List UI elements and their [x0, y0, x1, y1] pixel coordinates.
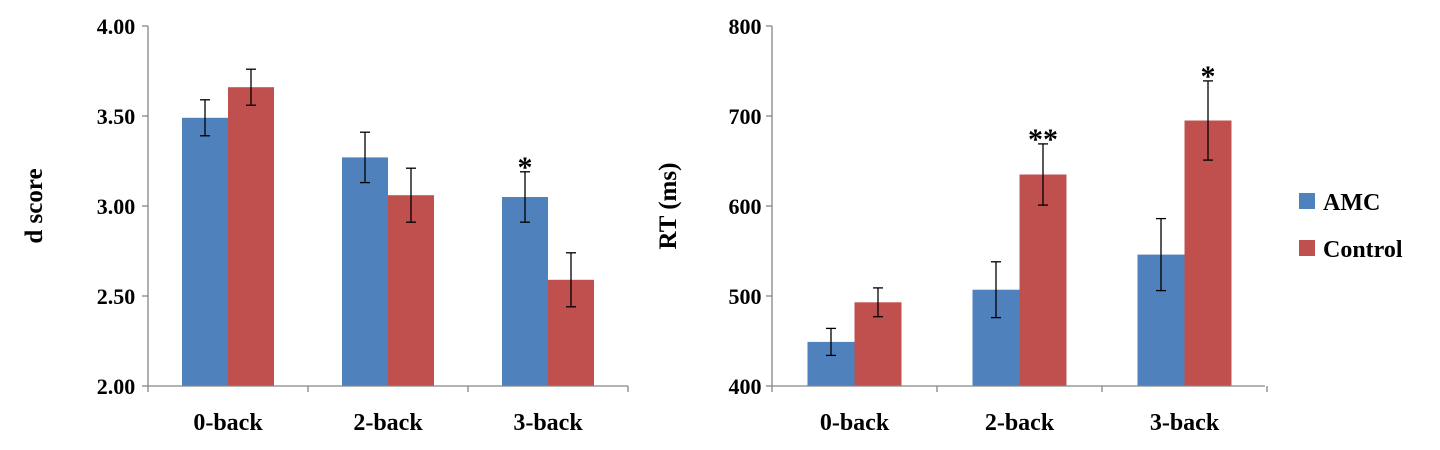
legend-swatch-amc [1299, 193, 1315, 209]
legend-swatch-control [1299, 240, 1315, 256]
bar-control-0-back [228, 87, 274, 386]
d-score-chart: * 2.00 2.50 3.00 3.50 4.00 0-back 2-back 3-back d… [21, 14, 629, 436]
y-tick-label: 3.00 [97, 194, 136, 219]
bar-amc-2-back [342, 157, 388, 386]
y-tick-label: 700 [729, 104, 762, 129]
bar-control-3-back [1184, 120, 1232, 386]
x-tick-label: 2-back [353, 410, 423, 436]
legend: AMC Control [1299, 190, 1403, 263]
y-tick-label: 800 [729, 14, 762, 39]
y-tick-label: 4.00 [97, 14, 136, 39]
significance-marker: ** [1028, 123, 1058, 156]
x-tick-label: 3-back [1150, 410, 1220, 436]
significance-marker: * [518, 151, 533, 184]
significance-marker: * [1201, 60, 1216, 93]
y-tick-label: 600 [729, 194, 762, 219]
legend-label-control: Control [1323, 237, 1403, 263]
x-tick-label: 0-back [820, 410, 890, 436]
y-tick-label: 400 [729, 374, 762, 399]
x-tick-label: 0-back [193, 410, 263, 436]
y-tick-label: 3.50 [97, 104, 136, 129]
bar-control-2-back [1019, 174, 1067, 386]
y-tick-label: 500 [729, 284, 762, 309]
bar-control-2-back [388, 195, 434, 386]
legend-label-amc: AMC [1323, 190, 1380, 216]
bar-amc-3-back [502, 197, 548, 386]
y-tick-label: 2.00 [97, 374, 136, 399]
y-axis-title: d score [21, 168, 48, 243]
bar-amc-0-back [182, 117, 228, 387]
y-tick-label: 2.50 [97, 284, 136, 309]
y-axis-title: RT (ms) [655, 163, 682, 250]
x-tick-label: 2-back [985, 410, 1055, 436]
x-tick-label: 3-back [513, 410, 583, 436]
